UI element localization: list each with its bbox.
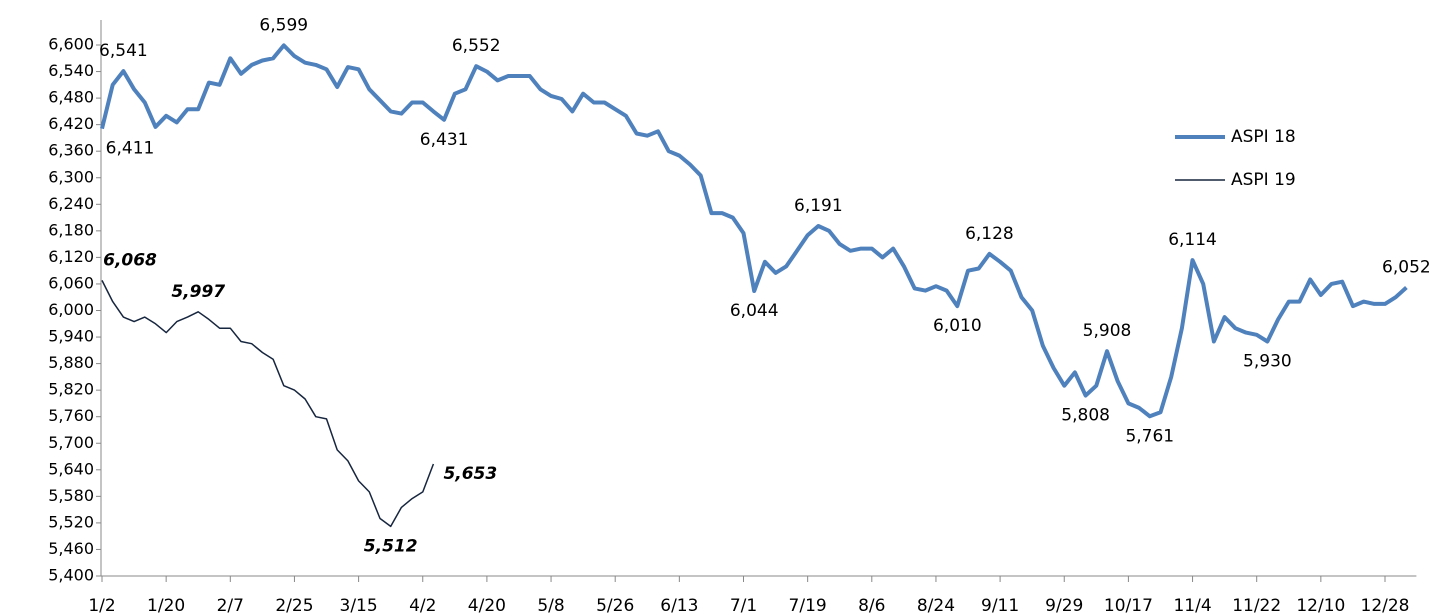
x-tick-label: 10/17 xyxy=(1104,596,1153,615)
y-tick-label: 6,120 xyxy=(48,247,94,266)
data-label: 6,114 xyxy=(1168,230,1217,250)
data-label: 5,653 xyxy=(443,464,497,484)
x-tick-label: 3/15 xyxy=(340,596,378,615)
data-label: 6,191 xyxy=(794,196,843,216)
x-tick-label: 9/11 xyxy=(981,596,1019,615)
y-tick-label: 6,540 xyxy=(48,61,94,80)
data-label: 5,512 xyxy=(364,536,418,556)
x-tick-label: 11/22 xyxy=(1232,596,1281,615)
x-tick-label: 11/4 xyxy=(1173,596,1211,615)
data-label: 6,052 xyxy=(1382,257,1431,277)
data-label: 6,411 xyxy=(106,139,155,159)
data-label: 6,128 xyxy=(965,224,1014,244)
y-tick-label: 6,300 xyxy=(48,167,94,186)
y-tick-label: 5,820 xyxy=(48,380,94,399)
data-label: 5,908 xyxy=(1083,321,1132,341)
y-tick-label: 5,880 xyxy=(48,353,94,372)
y-tick-label: 6,000 xyxy=(48,300,94,319)
x-tick-label: 9/29 xyxy=(1045,596,1083,615)
series-line xyxy=(100,43,1408,419)
legend-label: ASPI 19 xyxy=(1231,170,1296,190)
x-tick-label: 6/13 xyxy=(660,596,698,615)
series-line xyxy=(101,280,435,528)
x-tick-label: 7/1 xyxy=(730,596,757,615)
y-tick-label: 6,420 xyxy=(48,114,94,133)
y-tick-label: 5,520 xyxy=(48,512,94,531)
y-tick-label: 5,580 xyxy=(48,486,94,505)
data-label: 5,930 xyxy=(1243,351,1292,371)
x-tick-label: 2/7 xyxy=(217,596,244,615)
y-tick-label: 5,400 xyxy=(48,566,94,585)
x-tick-label: 4/2 xyxy=(409,596,436,615)
y-tick-label: 6,060 xyxy=(48,273,94,292)
y-tick-label: 5,460 xyxy=(48,539,94,558)
y-tick-label: 5,700 xyxy=(48,433,94,452)
x-tick-label: 7/19 xyxy=(789,596,827,615)
y-tick-label: 6,180 xyxy=(48,220,94,239)
legend-label: ASPI 18 xyxy=(1231,127,1296,147)
x-tick-label: 1/20 xyxy=(147,596,185,615)
x-tick-label: 5/8 xyxy=(537,596,564,615)
x-tick-label: 12/10 xyxy=(1296,596,1345,615)
data-label: 6,068 xyxy=(103,250,157,270)
x-tick-label: 1/2 xyxy=(88,596,115,615)
y-tick-label: 5,940 xyxy=(48,327,94,346)
data-label: 6,552 xyxy=(452,36,501,56)
data-label: 6,541 xyxy=(99,41,148,61)
y-tick-label: 6,240 xyxy=(48,194,94,213)
data-label: 6,431 xyxy=(420,130,469,150)
data-label: 5,808 xyxy=(1061,405,1110,425)
x-tick-label: 4/20 xyxy=(468,596,506,615)
x-tick-label: 8/6 xyxy=(858,596,885,615)
data-label: 6,599 xyxy=(259,15,308,35)
data-label: 5,761 xyxy=(1125,426,1174,446)
data-label: 6,044 xyxy=(730,301,779,321)
y-tick-label: 5,640 xyxy=(48,459,94,478)
x-tick-label: 2/25 xyxy=(275,596,313,615)
x-tick-label: 5/26 xyxy=(596,596,634,615)
y-tick-label: 5,760 xyxy=(48,406,94,425)
x-tick-label: 8/24 xyxy=(917,596,955,615)
y-tick-label: 6,480 xyxy=(48,88,94,107)
data-label: 5,997 xyxy=(171,282,225,302)
x-tick-label: 12/28 xyxy=(1361,596,1410,615)
y-tick-label: 6,600 xyxy=(48,35,94,54)
data-label: 6,010 xyxy=(933,316,982,336)
y-tick-label: 6,360 xyxy=(48,141,94,160)
